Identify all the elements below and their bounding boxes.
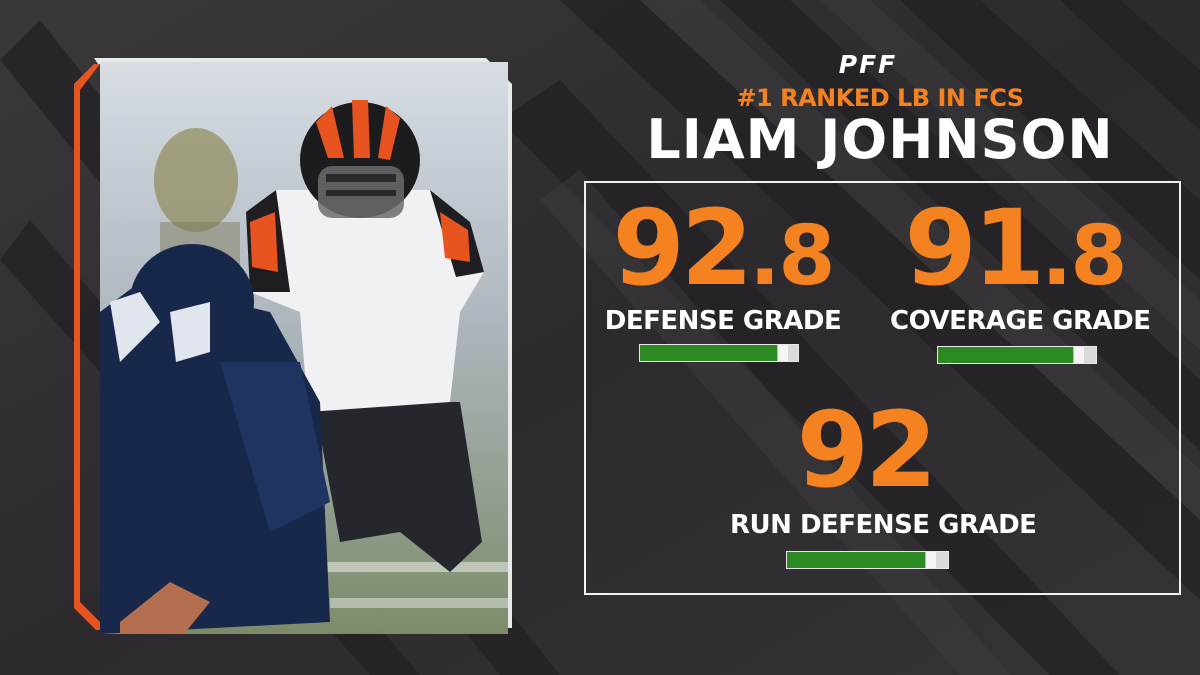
player-photo	[100, 62, 508, 634]
defense-grade-decimal: .8	[749, 209, 835, 304]
coverage-grade-bar	[937, 346, 1097, 364]
run-defense-grade-bar-fill	[787, 552, 925, 568]
defense-grade-value: 92.8	[598, 196, 848, 300]
pff-logo: PFF	[839, 52, 897, 76]
coverage-grade-bar-fill	[938, 347, 1073, 363]
defense-grade-bar	[639, 344, 799, 362]
coverage-grade-bar-cap	[1073, 347, 1084, 363]
coverage-grade-label: COVERAGE GRADE	[890, 306, 1151, 336]
defense-grade-bar-fill	[640, 345, 777, 361]
player-name: LIAM JOHNSON	[646, 108, 1114, 171]
svg-text:PFF: PFF	[839, 52, 897, 76]
rank-subtitle: #1 RANKED LB IN FCS	[736, 84, 1024, 112]
coverage-grade-decimal: .8	[1041, 209, 1127, 304]
run-defense-grade-bar-cap	[925, 552, 936, 568]
run-defense-grade-label: RUN DEFENSE GRADE	[730, 510, 1037, 540]
coverage-grade-value: 91.8	[890, 196, 1140, 300]
run-defense-grade-bar	[786, 551, 949, 569]
player-photo-card	[66, 48, 516, 638]
photo-frame	[74, 58, 512, 630]
run-defense-grade-whole: 92	[796, 389, 938, 511]
defense-grade-whole: 92	[612, 187, 754, 309]
defense-grade-bar-cap	[777, 345, 788, 361]
run-defense-grade-value: 92	[750, 398, 980, 502]
coverage-grade-whole: 91	[904, 187, 1046, 309]
defense-grade-label: DEFENSE GRADE	[604, 306, 842, 336]
grades-panel	[584, 181, 1181, 595]
